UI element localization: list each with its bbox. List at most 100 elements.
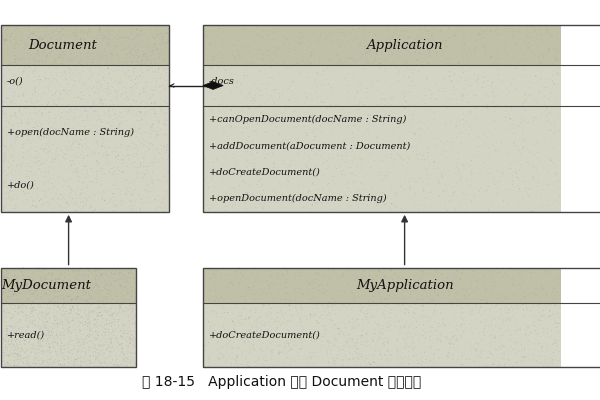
Point bbox=[479, 280, 488, 286]
Point bbox=[289, 335, 299, 342]
Point bbox=[535, 54, 544, 60]
Point bbox=[458, 320, 468, 327]
Point bbox=[86, 178, 95, 185]
Point bbox=[23, 160, 32, 167]
Point bbox=[479, 348, 488, 354]
Point bbox=[125, 336, 135, 343]
Point bbox=[449, 272, 458, 278]
Point bbox=[78, 320, 88, 327]
Point bbox=[15, 319, 25, 326]
Point bbox=[14, 57, 24, 63]
Point bbox=[267, 56, 277, 63]
Point bbox=[116, 341, 126, 347]
Point bbox=[236, 25, 245, 31]
Point bbox=[14, 40, 23, 47]
Point bbox=[209, 297, 218, 304]
Point bbox=[403, 108, 413, 115]
Point bbox=[32, 281, 41, 287]
Point bbox=[544, 198, 553, 204]
Point bbox=[128, 36, 138, 42]
Point bbox=[115, 55, 124, 62]
Point bbox=[494, 52, 503, 58]
Point bbox=[481, 47, 491, 53]
Point bbox=[374, 304, 384, 311]
Point bbox=[79, 335, 89, 341]
Point bbox=[29, 340, 38, 347]
Point bbox=[47, 197, 57, 204]
Point bbox=[102, 282, 112, 288]
Point bbox=[254, 116, 264, 122]
Point bbox=[100, 278, 110, 285]
Point bbox=[367, 356, 376, 362]
Point bbox=[50, 346, 60, 353]
Point bbox=[116, 141, 126, 148]
Point bbox=[490, 356, 499, 362]
Point bbox=[356, 66, 366, 72]
Point bbox=[1, 124, 11, 131]
Point bbox=[49, 196, 59, 202]
Point bbox=[133, 171, 142, 178]
Point bbox=[64, 312, 73, 318]
Point bbox=[125, 55, 135, 61]
Point bbox=[104, 108, 113, 114]
Point bbox=[27, 307, 37, 314]
Point bbox=[445, 350, 455, 356]
Point bbox=[19, 198, 28, 205]
Point bbox=[211, 77, 221, 84]
Point bbox=[52, 316, 62, 322]
Point bbox=[367, 345, 377, 351]
Point bbox=[118, 345, 127, 351]
Point bbox=[64, 58, 73, 65]
Point bbox=[347, 22, 356, 29]
Point bbox=[461, 287, 471, 294]
Point bbox=[110, 176, 119, 183]
Point bbox=[299, 166, 308, 172]
Point bbox=[346, 189, 355, 195]
Point bbox=[153, 192, 163, 199]
Point bbox=[96, 273, 106, 279]
Point bbox=[537, 38, 547, 44]
Point bbox=[231, 357, 241, 363]
Point bbox=[67, 198, 77, 204]
Point bbox=[218, 44, 227, 50]
Point bbox=[68, 297, 77, 303]
Point bbox=[0, 40, 8, 47]
Point bbox=[95, 100, 105, 107]
Point bbox=[550, 318, 560, 324]
Point bbox=[348, 337, 358, 344]
Point bbox=[327, 129, 337, 135]
Point bbox=[6, 323, 16, 330]
Point bbox=[146, 42, 155, 48]
Point bbox=[122, 88, 131, 95]
Point bbox=[2, 269, 11, 275]
Point bbox=[408, 78, 418, 85]
Point bbox=[16, 56, 25, 62]
Point bbox=[457, 361, 466, 368]
Point bbox=[42, 150, 52, 156]
Point bbox=[296, 314, 305, 320]
Point bbox=[478, 103, 487, 109]
Point bbox=[217, 42, 227, 48]
Point bbox=[74, 112, 83, 119]
Point bbox=[80, 297, 89, 304]
Point bbox=[29, 116, 39, 122]
Point bbox=[83, 300, 92, 306]
Point bbox=[18, 308, 28, 314]
Point bbox=[207, 164, 217, 170]
Point bbox=[47, 277, 57, 284]
Point bbox=[133, 76, 143, 83]
Point bbox=[104, 152, 113, 159]
Point bbox=[23, 56, 33, 62]
Point bbox=[302, 316, 311, 322]
Point bbox=[415, 267, 424, 273]
Point bbox=[160, 132, 169, 138]
Point bbox=[29, 127, 39, 133]
Point bbox=[260, 352, 269, 359]
Point bbox=[0, 169, 8, 176]
Point bbox=[509, 350, 518, 357]
Point bbox=[6, 334, 16, 341]
Point bbox=[263, 290, 272, 296]
Point bbox=[136, 32, 145, 38]
Point bbox=[368, 275, 378, 281]
Point bbox=[143, 129, 152, 135]
